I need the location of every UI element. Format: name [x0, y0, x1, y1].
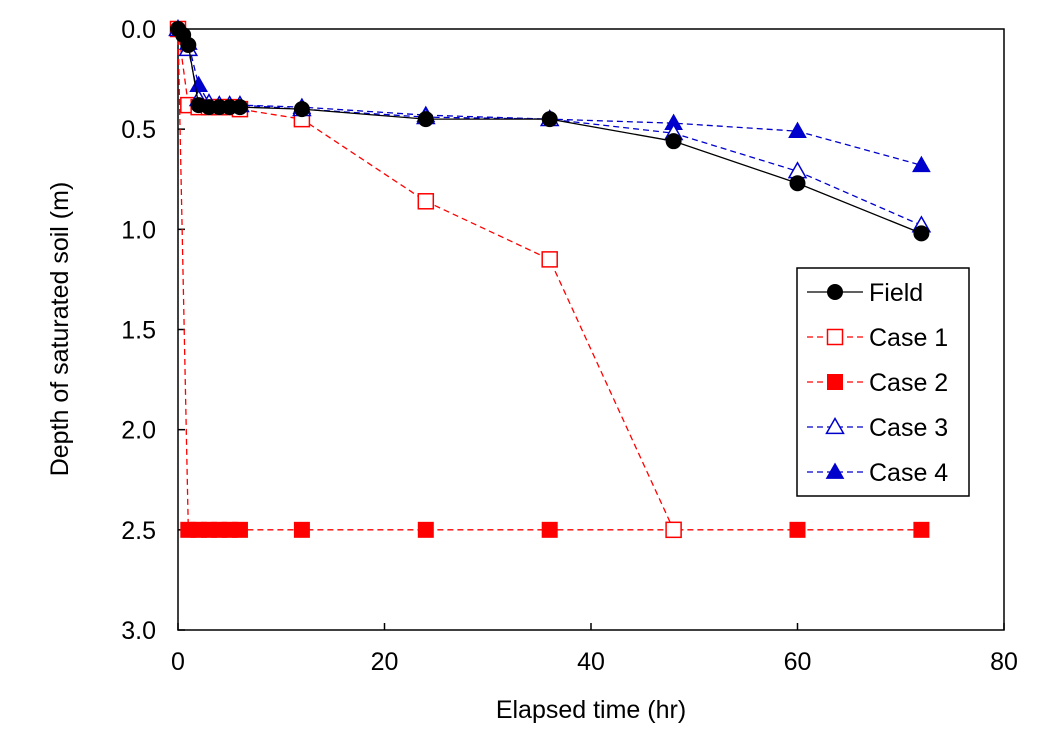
- legend: Field Case 1 Case 2 Case 3 Case 4: [796, 267, 970, 497]
- data-point-case-1: [665, 521, 682, 539]
- data-point-case-1: [417, 193, 435, 210]
- data-point-case-2: [541, 521, 558, 538]
- legend-item-case-4: Case 4: [807, 459, 948, 487]
- series-field: [170, 21, 930, 242]
- data-point-field: [913, 225, 930, 242]
- y-tick-label: 0.5: [121, 116, 156, 144]
- legend-marker: [826, 328, 844, 346]
- legend-label: Case 4: [869, 459, 948, 487]
- x-tick-label: 0: [171, 648, 185, 676]
- x-axis-title: Elapsed time (hr): [496, 696, 686, 724]
- y-tick-label: 3.0: [121, 617, 156, 645]
- x-tick-label: 20: [371, 648, 399, 676]
- legend-marker: [825, 462, 845, 479]
- legend-item-case-1: Case 1: [807, 324, 948, 352]
- data-point-field: [665, 133, 682, 150]
- data-point-field: [417, 111, 434, 128]
- y-tick-label: 0.0: [121, 16, 156, 44]
- data-point-case-2: [417, 521, 434, 538]
- legend-marker: [825, 416, 845, 435]
- legend-marker: [827, 284, 843, 300]
- legend-label: Case 1: [869, 324, 948, 352]
- legend-item-case-3: Case 3: [807, 414, 948, 442]
- y-tick-label: 2.5: [121, 517, 156, 545]
- data-point-field: [231, 99, 248, 116]
- data-point-case-2: [789, 521, 806, 538]
- y-tick-label: 2.0: [121, 417, 156, 445]
- data-point-case-2: [293, 521, 310, 538]
- y-tick-label: 1.0: [121, 216, 156, 244]
- legend-label: Case 2: [869, 369, 948, 397]
- series-layer: [168, 18, 932, 539]
- legend-box: [796, 267, 970, 497]
- legend-label: Field: [869, 279, 923, 307]
- data-point-case-4: [912, 155, 931, 173]
- data-point-field: [789, 175, 806, 192]
- data-point-field: [180, 37, 197, 54]
- legend-item-field: Field: [807, 279, 923, 307]
- legend-item-case-2: Case 2: [807, 369, 948, 397]
- data-point-field: [541, 111, 558, 128]
- data-point-case-2: [913, 521, 930, 538]
- y-tick-label: 1.5: [121, 317, 156, 345]
- data-point-case-1: [541, 251, 558, 268]
- x-tick-label: 60: [784, 648, 812, 676]
- data-point-case-2: [231, 521, 248, 538]
- y-axis-title: Depth of saturated soil (m): [46, 182, 74, 477]
- data-point-field: [293, 101, 310, 118]
- legend-marker: [827, 374, 843, 390]
- x-tick-label: 40: [577, 648, 605, 676]
- x-tick-label: 80: [990, 648, 1018, 676]
- axis-ticks: 0 20 40 60 80 0.0 0.5 1.0 1.5 2.0 2.5 3.0: [121, 16, 1018, 676]
- legend-label: Case 3: [869, 414, 948, 442]
- data-point-case-4: [788, 121, 807, 139]
